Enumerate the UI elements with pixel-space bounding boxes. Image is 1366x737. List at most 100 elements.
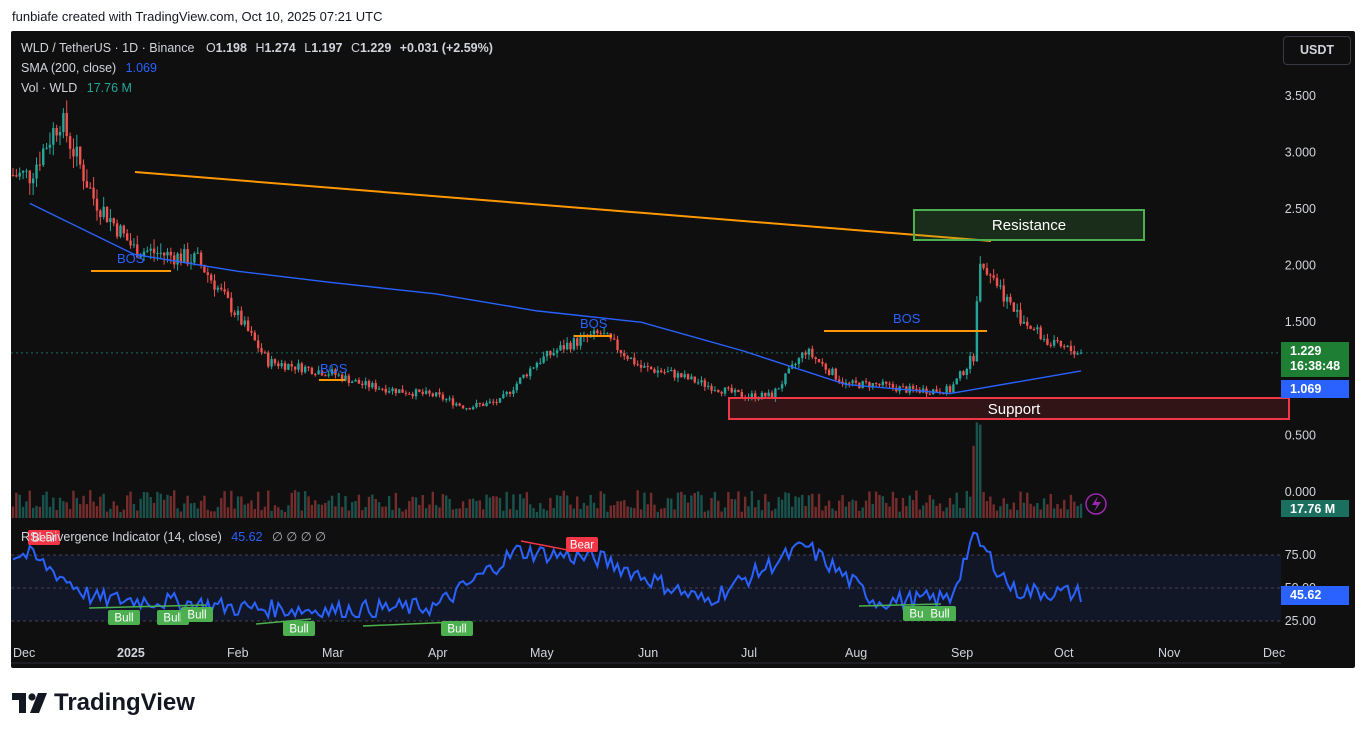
volume-bar bbox=[505, 491, 508, 518]
candle-body bbox=[461, 405, 465, 409]
tradingview-logo-icon bbox=[12, 693, 47, 713]
candle-body bbox=[193, 253, 196, 263]
close-label: C bbox=[350, 41, 360, 55]
candle-body bbox=[502, 394, 505, 398]
candle-body bbox=[602, 333, 606, 335]
volume-bar bbox=[186, 495, 189, 518]
candle-body bbox=[1076, 353, 1079, 355]
volume-bar bbox=[273, 505, 277, 518]
candle-body bbox=[203, 264, 206, 273]
volume-bar bbox=[871, 503, 874, 518]
volume-bar bbox=[209, 511, 213, 518]
candle-body bbox=[764, 392, 767, 397]
volume-bar bbox=[109, 508, 112, 518]
candle-body bbox=[253, 332, 257, 341]
candle-body bbox=[505, 392, 508, 395]
volume-bar bbox=[95, 506, 99, 518]
volume-bar bbox=[270, 510, 273, 518]
volume-bar bbox=[377, 502, 381, 518]
low-label: L bbox=[304, 41, 312, 55]
volume-bar bbox=[552, 507, 555, 518]
volume-bar bbox=[663, 507, 666, 518]
candle-body bbox=[347, 375, 351, 384]
candle-body bbox=[754, 393, 757, 399]
volume-bar bbox=[1056, 504, 1059, 518]
candle-body bbox=[1063, 346, 1066, 348]
volume-bar bbox=[693, 492, 696, 518]
rsi-legend[interactable]: RSI Divergence Indicator (14, close) 45.… bbox=[21, 529, 326, 544]
currency-button[interactable]: USDT bbox=[1283, 36, 1351, 65]
volume-bar bbox=[717, 500, 720, 518]
volume-bar bbox=[814, 506, 817, 518]
candle-body bbox=[767, 392, 770, 397]
candle-body bbox=[559, 345, 562, 351]
volume-bar bbox=[670, 498, 673, 518]
volume-bar bbox=[401, 511, 404, 518]
candle-body bbox=[623, 352, 626, 357]
volume-bar bbox=[68, 509, 72, 518]
volume-bar bbox=[723, 507, 727, 518]
tradingview-logo[interactable]: TradingView bbox=[12, 689, 195, 717]
volume-bar bbox=[649, 492, 653, 518]
candle-body bbox=[340, 374, 344, 381]
volume-bar bbox=[183, 503, 186, 518]
sma-legend[interactable]: SMA (200, close) 1.069 bbox=[21, 61, 157, 75]
candle-body bbox=[136, 244, 139, 258]
candle-body bbox=[1032, 328, 1036, 330]
volume-bar bbox=[243, 504, 246, 518]
candle-body bbox=[72, 148, 75, 157]
candle-body bbox=[848, 382, 851, 384]
candle-body bbox=[965, 368, 969, 376]
candle-body bbox=[431, 393, 435, 397]
sma-value: 1.069 bbox=[125, 61, 157, 75]
volume-bar bbox=[737, 491, 740, 518]
candle-body bbox=[122, 225, 126, 234]
candle-body bbox=[962, 371, 965, 376]
candle-body bbox=[733, 389, 737, 393]
candle-body bbox=[686, 374, 690, 380]
bull-tag-label: Bull bbox=[909, 609, 928, 621]
candle-body bbox=[320, 370, 324, 376]
candle-body bbox=[888, 383, 891, 385]
volume-bar bbox=[1026, 492, 1029, 518]
volume-bar bbox=[327, 500, 330, 518]
volume-bar bbox=[21, 506, 25, 518]
volume-bar bbox=[236, 496, 240, 518]
candle-body bbox=[885, 381, 888, 384]
candle-body bbox=[555, 350, 559, 354]
volume-bar bbox=[683, 494, 686, 518]
volume-bar bbox=[283, 511, 287, 518]
volume-bar bbox=[1059, 508, 1063, 518]
volume-bar bbox=[290, 492, 293, 518]
candle-body bbox=[552, 353, 555, 356]
volume-bar bbox=[256, 491, 260, 518]
volume-bar bbox=[502, 510, 505, 518]
candle-body bbox=[381, 388, 384, 390]
candle-body bbox=[209, 274, 213, 281]
volume-bar bbox=[230, 490, 233, 518]
candle-body bbox=[1042, 338, 1046, 340]
volume-bar bbox=[989, 496, 992, 518]
volume-bar bbox=[15, 492, 18, 518]
chart-panel[interactable]: Resistance Support BOS BOS BOS BOS Bull Bull Bu… bbox=[11, 31, 1355, 668]
candle-body bbox=[478, 403, 482, 405]
candle-body bbox=[727, 387, 730, 389]
time-axis-label: Sep bbox=[951, 646, 973, 660]
candle-body bbox=[65, 113, 68, 137]
volume-bar bbox=[777, 497, 780, 518]
volume-bar bbox=[1052, 508, 1056, 518]
candle-body bbox=[146, 250, 149, 252]
volume-bar bbox=[639, 509, 643, 518]
symbol-title[interactable]: WLD / TetherUS · 1D · Binance bbox=[21, 41, 195, 55]
candle-body bbox=[760, 392, 764, 399]
candle-body bbox=[643, 366, 646, 368]
time-axis-label: Nov bbox=[1158, 646, 1181, 660]
sma-badge-text: 1.069 bbox=[1290, 382, 1321, 396]
volume-bar bbox=[351, 502, 354, 518]
volume-legend[interactable]: Vol · WLD 17.76 M bbox=[21, 81, 132, 95]
candle-body bbox=[948, 386, 952, 393]
volume-bar bbox=[1063, 499, 1066, 518]
volume-bar bbox=[92, 501, 95, 518]
volume-bar bbox=[206, 509, 209, 518]
